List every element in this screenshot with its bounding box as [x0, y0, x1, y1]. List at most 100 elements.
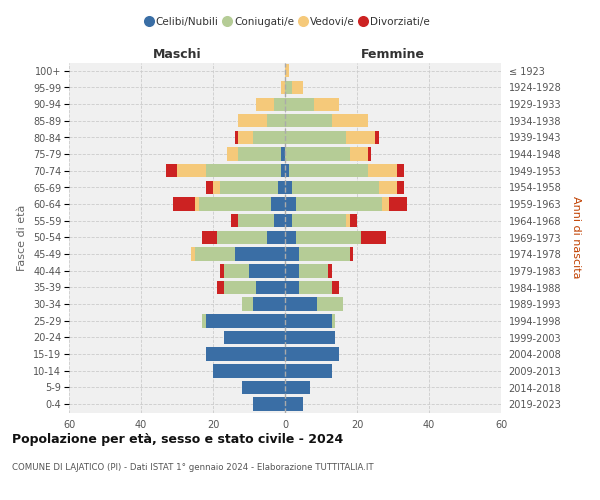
- Bar: [267, 114, 285, 128]
- Bar: [217, 281, 224, 294]
- Bar: [292, 214, 346, 228]
- Bar: [285, 381, 310, 394]
- Bar: [368, 164, 397, 177]
- Bar: [199, 198, 271, 211]
- Bar: [271, 198, 285, 211]
- Bar: [238, 148, 281, 161]
- Legend: Celibi/Nubili, Coniugati/e, Vedovi/e, Divorziati/e: Celibi/Nubili, Coniugati/e, Vedovi/e, Di…: [142, 12, 434, 32]
- Bar: [195, 198, 199, 211]
- Bar: [289, 164, 368, 177]
- Bar: [173, 198, 195, 211]
- Bar: [296, 198, 382, 211]
- Bar: [285, 181, 292, 194]
- Bar: [285, 364, 332, 378]
- Bar: [217, 231, 267, 244]
- Bar: [224, 331, 285, 344]
- Bar: [231, 214, 238, 228]
- Bar: [361, 231, 386, 244]
- Bar: [368, 148, 371, 161]
- Bar: [242, 381, 285, 394]
- Bar: [285, 248, 299, 261]
- Bar: [224, 281, 256, 294]
- Bar: [281, 81, 285, 94]
- Bar: [285, 331, 335, 344]
- Bar: [253, 398, 285, 411]
- Bar: [285, 264, 299, 278]
- Text: Maschi: Maschi: [152, 48, 202, 61]
- Bar: [267, 231, 285, 244]
- Bar: [206, 181, 213, 194]
- Y-axis label: Anni di nascita: Anni di nascita: [571, 196, 581, 278]
- Bar: [299, 248, 350, 261]
- Bar: [350, 248, 353, 261]
- Bar: [195, 248, 235, 261]
- Bar: [314, 98, 339, 111]
- Bar: [332, 281, 339, 294]
- Bar: [285, 198, 296, 211]
- Bar: [238, 214, 274, 228]
- Bar: [346, 131, 375, 144]
- Bar: [235, 248, 285, 261]
- Y-axis label: Fasce di età: Fasce di età: [17, 204, 28, 270]
- Bar: [202, 314, 206, 328]
- Bar: [256, 98, 274, 111]
- Bar: [299, 281, 332, 294]
- Bar: [379, 181, 397, 194]
- Bar: [191, 248, 195, 261]
- Bar: [220, 264, 224, 278]
- Bar: [278, 181, 285, 194]
- Bar: [253, 298, 285, 311]
- Text: COMUNE DI LAJATICO (PI) - Dati ISTAT 1° gennaio 2024 - Elaborazione TUTTITALIA.I: COMUNE DI LAJATICO (PI) - Dati ISTAT 1° …: [12, 462, 374, 471]
- Bar: [274, 214, 285, 228]
- Bar: [213, 181, 220, 194]
- Bar: [281, 164, 285, 177]
- Bar: [285, 298, 317, 311]
- Bar: [242, 298, 253, 311]
- Bar: [285, 314, 332, 328]
- Bar: [285, 398, 303, 411]
- Bar: [382, 198, 389, 211]
- Bar: [253, 131, 285, 144]
- Bar: [274, 98, 285, 111]
- Bar: [281, 148, 285, 161]
- Bar: [285, 214, 292, 228]
- Bar: [206, 164, 281, 177]
- Bar: [285, 131, 346, 144]
- Bar: [285, 281, 299, 294]
- Bar: [227, 148, 238, 161]
- Bar: [213, 364, 285, 378]
- Bar: [206, 314, 285, 328]
- Bar: [317, 298, 343, 311]
- Bar: [177, 164, 206, 177]
- Bar: [285, 98, 314, 111]
- Bar: [328, 264, 332, 278]
- Bar: [166, 164, 177, 177]
- Bar: [285, 114, 332, 128]
- Text: Femmine: Femmine: [361, 48, 425, 61]
- Bar: [350, 148, 368, 161]
- Bar: [235, 131, 238, 144]
- Bar: [285, 164, 289, 177]
- Bar: [285, 231, 296, 244]
- Bar: [202, 231, 217, 244]
- Bar: [332, 114, 368, 128]
- Bar: [296, 231, 361, 244]
- Bar: [389, 198, 407, 211]
- Bar: [238, 131, 253, 144]
- Bar: [256, 281, 285, 294]
- Bar: [285, 348, 339, 361]
- Bar: [397, 181, 404, 194]
- Bar: [332, 314, 335, 328]
- Bar: [206, 348, 285, 361]
- Bar: [224, 264, 249, 278]
- Bar: [249, 264, 285, 278]
- Bar: [285, 81, 292, 94]
- Bar: [375, 131, 379, 144]
- Bar: [238, 114, 267, 128]
- Text: Popolazione per età, sesso e stato civile - 2024: Popolazione per età, sesso e stato civil…: [12, 432, 343, 446]
- Bar: [397, 164, 404, 177]
- Bar: [299, 264, 328, 278]
- Bar: [292, 181, 379, 194]
- Bar: [220, 181, 278, 194]
- Bar: [292, 81, 303, 94]
